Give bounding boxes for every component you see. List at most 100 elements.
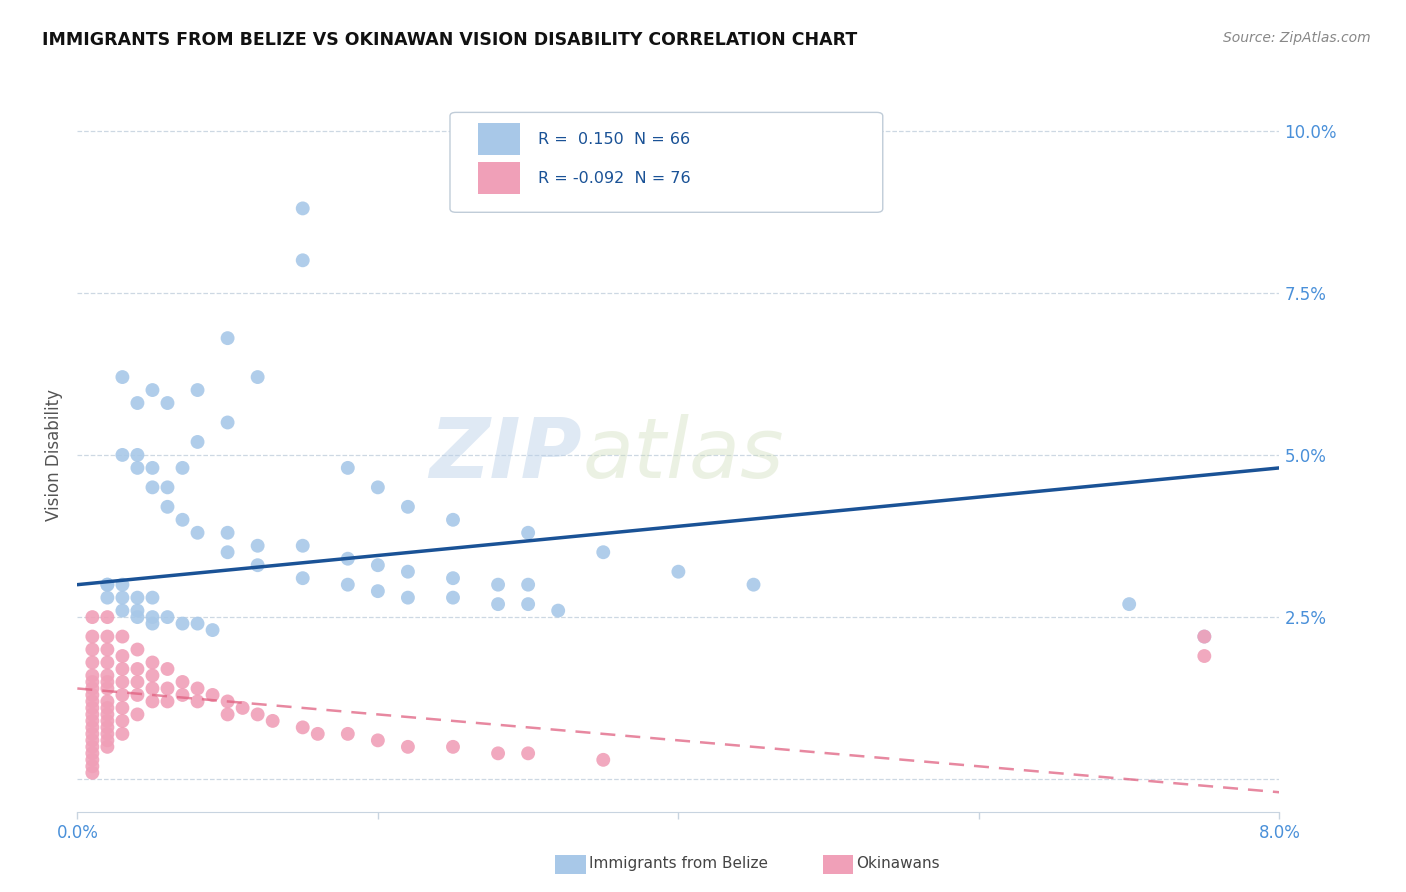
Point [127,642,149,657]
Point [291,539,314,553]
Point [82,642,104,657]
Point [367,558,389,573]
Point [127,461,149,475]
Point [217,694,239,708]
Point [96,733,118,747]
Point [96,577,118,591]
Point [186,434,209,449]
Point [742,577,765,591]
Point [82,720,104,734]
Point [156,500,179,514]
Point [82,610,104,624]
Point [592,545,614,559]
Point [186,525,209,540]
Point [141,694,163,708]
Point [217,416,239,430]
Point [592,753,614,767]
Point [96,668,118,682]
Point [127,707,149,722]
Point [111,675,134,690]
Point [156,610,179,624]
Point [517,747,540,761]
Point [441,513,464,527]
Point [141,681,163,696]
Point [82,733,104,747]
Point [217,525,239,540]
Point [82,688,104,702]
Point [156,662,179,676]
Text: Immigrants from Belize: Immigrants from Belize [589,856,768,871]
Point [201,623,224,637]
Point [172,513,194,527]
Point [82,694,104,708]
Point [111,688,134,702]
Y-axis label: Vision Disability: Vision Disability [45,389,63,521]
Point [186,694,209,708]
Point [1194,630,1216,644]
Point [307,727,329,741]
Point [111,662,134,676]
Point [336,577,359,591]
Text: atlas: atlas [582,415,785,495]
Text: R = -0.092  N = 76: R = -0.092 N = 76 [537,171,690,186]
Point [82,701,104,715]
Point [1194,648,1216,663]
Point [141,383,163,397]
Point [96,630,118,644]
Point [517,577,540,591]
Point [111,701,134,715]
Point [336,727,359,741]
Point [127,688,149,702]
Point [111,370,134,384]
Point [172,688,194,702]
Point [127,396,149,410]
Point [111,604,134,618]
Point [441,739,464,754]
Point [141,480,163,494]
Point [96,610,118,624]
Text: IMMIGRANTS FROM BELIZE VS OKINAWAN VISION DISABILITY CORRELATION CHART: IMMIGRANTS FROM BELIZE VS OKINAWAN VISIO… [42,31,858,49]
Point [367,733,389,747]
Point [96,656,118,670]
Point [217,707,239,722]
Point [336,551,359,566]
Point [336,461,359,475]
Point [82,727,104,741]
Point [262,714,284,728]
Point [82,668,104,682]
Point [172,461,194,475]
Point [186,616,209,631]
Point [156,694,179,708]
Point [367,480,389,494]
Point [96,642,118,657]
Point [82,630,104,644]
Point [156,480,179,494]
Point [156,396,179,410]
Point [246,539,269,553]
Point [186,681,209,696]
Point [291,571,314,585]
Point [127,610,149,624]
Point [96,694,118,708]
Point [96,675,118,690]
Point [96,681,118,696]
Point [111,648,134,663]
Point [96,727,118,741]
Point [486,597,509,611]
Text: ZIP: ZIP [430,415,582,495]
Point [486,577,509,591]
Bar [478,123,520,155]
Point [82,759,104,773]
Point [96,701,118,715]
Point [82,753,104,767]
Point [82,656,104,670]
Point [96,577,118,591]
Point [291,202,314,216]
Point [517,597,540,611]
Point [547,604,569,618]
Point [96,707,118,722]
Point [127,604,149,618]
Point [486,747,509,761]
Point [82,739,104,754]
Point [111,591,134,605]
